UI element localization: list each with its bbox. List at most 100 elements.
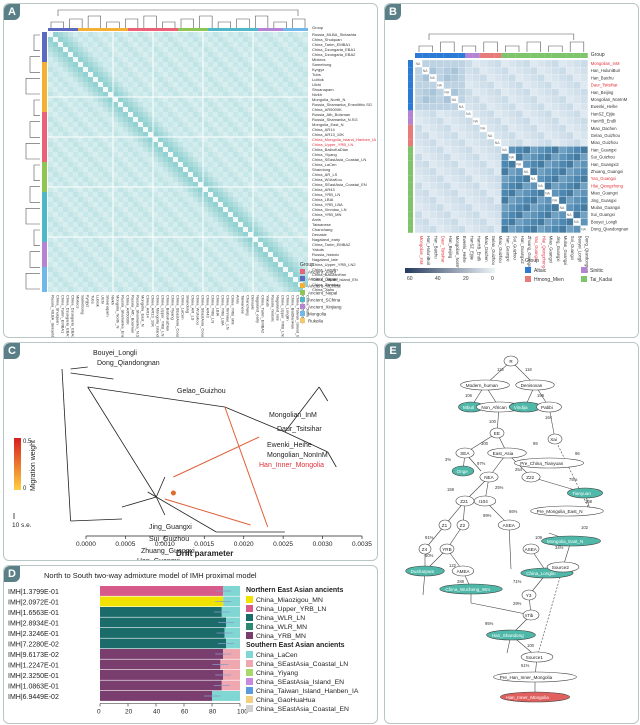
heatmap-cell (113, 182, 118, 187)
heatmap-cell (173, 157, 178, 162)
heatmap-cell (133, 237, 138, 242)
heatmap-cell (78, 252, 83, 257)
heatmap-cell (158, 287, 163, 292)
heatmap-cell (148, 97, 153, 102)
heatmap-cell (163, 47, 168, 52)
heatmap-cell (253, 202, 258, 207)
heatmap-cell (458, 146, 466, 154)
heatmap-cell (486, 81, 495, 89)
heatmap-cell (298, 262, 303, 267)
heatmap-cell (73, 62, 78, 67)
heatmap-cell (283, 57, 288, 62)
heatmap-cell (178, 212, 183, 217)
heatmap-cell (183, 87, 188, 92)
heatmap-cell (486, 203, 495, 212)
heatmap-cell (198, 257, 203, 262)
edge-weight: 96 (575, 451, 580, 456)
heatmap-cell (258, 217, 263, 222)
group-strip-top (208, 28, 213, 31)
heatmap-cell (263, 52, 268, 57)
heatmap-cell (188, 157, 193, 162)
heatmap-cell (118, 277, 123, 282)
heatmap-cell (551, 218, 560, 226)
heatmap-cell (83, 287, 88, 292)
row-label: Russia_Shamanka_Eneolithic.SG (312, 102, 372, 107)
heatmap-cell (93, 202, 98, 207)
heatmap-cell (103, 217, 108, 222)
group-strip-left (42, 277, 47, 282)
heatmap-cell (63, 62, 68, 67)
heatmap-cell (123, 262, 128, 267)
heatmap-cell (422, 88, 430, 97)
tree-branch (147, 491, 157, 498)
edge-weight: 300 (481, 441, 489, 446)
heatmap-cell (530, 139, 538, 147)
heatmap-cell (283, 187, 288, 192)
heatmap-cell (253, 172, 258, 177)
heatmap-cell (133, 122, 138, 127)
heatmap-cell (414, 139, 423, 147)
col-label: Russia_Shamanka_Eneolithic (121, 295, 126, 337)
heatmap-cell (73, 252, 78, 257)
heatmap-cell (193, 42, 198, 47)
heatmap-cell (263, 207, 268, 212)
heatmap-cell (268, 117, 273, 122)
heatmap-cell (580, 67, 588, 75)
heatmap-cell (248, 272, 253, 277)
group-strip-top (158, 28, 163, 31)
heatmap-cell (143, 137, 148, 142)
heatmap-cell (263, 227, 268, 232)
edge-weight: 75% (569, 477, 578, 482)
group-strip-top (213, 28, 218, 31)
heatmap-cell (178, 102, 183, 107)
tip-label: Han_Inner_Mongolia (259, 462, 324, 469)
heatmap-cell (238, 87, 243, 92)
heatmap-cell (58, 247, 63, 252)
heatmap-cell (113, 137, 118, 142)
heatmap-cell (193, 192, 198, 197)
heatmap-cell (93, 167, 98, 172)
heatmap-cell (143, 267, 148, 272)
heatmap-cell (218, 252, 223, 257)
heatmap-cell (258, 122, 263, 127)
legend-swatch (525, 267, 531, 273)
dendro-branch-left (29, 121, 40, 138)
group-strip-top (108, 28, 113, 31)
heatmap-cell (58, 172, 63, 177)
heatmap-cell (472, 146, 480, 154)
heatmap-cell (494, 203, 502, 212)
col-label: Dong_Qiandongnan (585, 236, 590, 274)
heatmap-cell (58, 37, 63, 42)
heatmap-cell (228, 147, 233, 152)
heatmap-cell (73, 87, 78, 92)
heatmap-cell (198, 207, 203, 212)
heatmap-cell (566, 59, 574, 68)
heatmap-cell (48, 32, 53, 37)
heatmap-cell (293, 52, 298, 57)
heatmap-cell (422, 74, 430, 82)
heatmap-cell (178, 142, 183, 147)
heatmap-cell (128, 252, 133, 257)
heatmap-cell (143, 62, 148, 67)
group-title: Group (591, 52, 605, 58)
heatmap-cell (218, 32, 223, 37)
heatmap-cell (183, 122, 188, 127)
heatmap-cell (486, 59, 495, 68)
heatmap-cell (243, 112, 248, 117)
heatmap-cell (573, 182, 581, 190)
heatmap-cell (163, 132, 168, 137)
heatmap-cell (118, 232, 123, 237)
heatmap-cell (68, 262, 73, 267)
heatmap-cell (238, 197, 243, 202)
heatmap-cell (138, 262, 143, 267)
heatmap-cell (198, 242, 203, 247)
heatmap-cell (103, 87, 108, 92)
heatmap-cell (303, 107, 308, 112)
heatmap-cell (288, 77, 293, 82)
heatmap-cell (573, 160, 581, 169)
heatmap-cell (288, 172, 293, 177)
heatmap-cell (153, 52, 158, 57)
legend-swatch (246, 596, 253, 603)
heatmap-cell (213, 242, 218, 247)
heatmap-cell (223, 252, 228, 257)
